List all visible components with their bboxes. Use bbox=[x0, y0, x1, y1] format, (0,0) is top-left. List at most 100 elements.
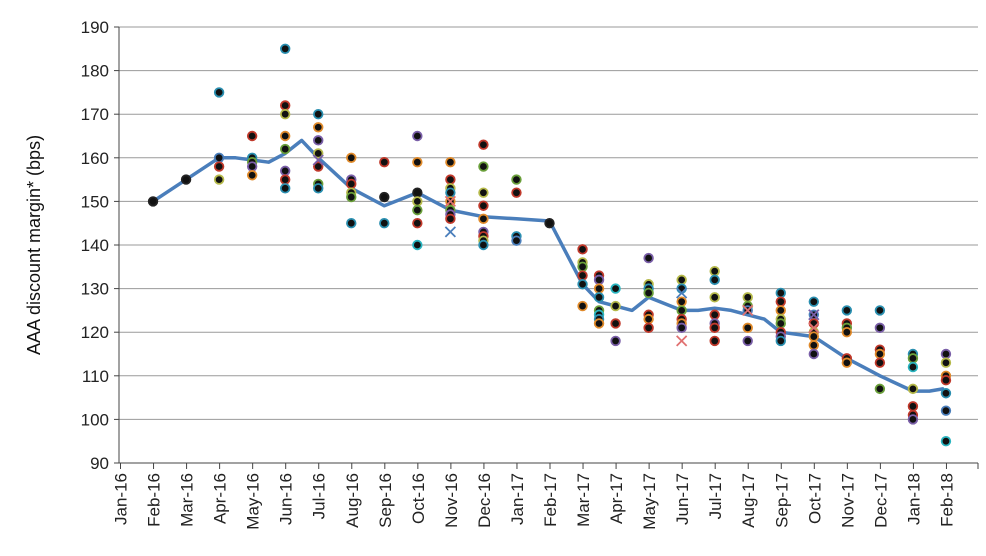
x-tick-label: May-17 bbox=[640, 473, 659, 530]
data-point bbox=[841, 305, 853, 316]
scatter-points bbox=[147, 43, 952, 447]
data-point bbox=[874, 348, 886, 360]
y-axis-title: AAA discount margin* (bps) bbox=[24, 135, 44, 355]
data-point bbox=[874, 357, 886, 368]
x-tick-label: Jul-17 bbox=[706, 473, 725, 519]
data-point bbox=[643, 313, 654, 325]
data-point bbox=[478, 187, 489, 198]
cross-stroke bbox=[676, 287, 688, 299]
average-line bbox=[151, 138, 945, 393]
data-point bbox=[775, 318, 786, 329]
x-tick-label: Nov-16 bbox=[442, 473, 461, 528]
data-point bbox=[709, 322, 720, 334]
x-tick-label: Sep-17 bbox=[772, 473, 791, 528]
x-tick-label: Jun-16 bbox=[277, 473, 296, 525]
data-point bbox=[643, 252, 654, 264]
data-point bbox=[445, 187, 456, 198]
y-tick-label: 180 bbox=[81, 62, 109, 81]
x-axis-ticks: Jan-16 Feb-16 Mar-16 Apr-16 May-16 Jun-16 Jul-… bbox=[112, 463, 979, 530]
data-point bbox=[907, 353, 919, 364]
data-point bbox=[379, 217, 390, 229]
cross-marker bbox=[444, 226, 457, 238]
data-point bbox=[610, 318, 621, 329]
data-point bbox=[610, 300, 621, 312]
data-point bbox=[279, 108, 291, 120]
data-point bbox=[593, 292, 605, 303]
data-point bbox=[577, 261, 588, 273]
data-point bbox=[593, 318, 605, 329]
data-point bbox=[808, 348, 820, 360]
data-point bbox=[577, 244, 588, 255]
y-tick-label: 90 bbox=[90, 454, 109, 473]
y-tick-label: 140 bbox=[81, 236, 109, 255]
data-point bbox=[643, 287, 654, 299]
cross-marker bbox=[444, 195, 457, 208]
cross-stroke bbox=[808, 309, 820, 321]
x-tick-label: Jan-17 bbox=[508, 473, 527, 525]
average-line-series bbox=[151, 138, 945, 393]
data-point bbox=[313, 122, 324, 133]
data-point bbox=[742, 292, 753, 303]
data-point bbox=[940, 405, 952, 416]
data-point bbox=[709, 335, 720, 347]
data-point bbox=[213, 87, 225, 98]
data-point bbox=[676, 283, 687, 294]
cross-marker bbox=[742, 304, 754, 317]
y-tick-label: 150 bbox=[81, 192, 109, 211]
data-point bbox=[808, 296, 820, 307]
data-point bbox=[577, 279, 588, 290]
cross-marker bbox=[808, 309, 820, 321]
cross-marker bbox=[808, 322, 820, 334]
x-tick-label: Jun-17 bbox=[673, 473, 692, 525]
data-point bbox=[279, 43, 291, 55]
data-point bbox=[279, 174, 291, 185]
data-point bbox=[742, 335, 753, 347]
data-point bbox=[478, 239, 489, 251]
data-point bbox=[841, 357, 853, 368]
x-tick-label: Dec-17 bbox=[871, 473, 890, 528]
data-point bbox=[775, 296, 786, 307]
data-point bbox=[577, 300, 588, 312]
y-tick-label: 120 bbox=[81, 323, 109, 342]
data-point bbox=[907, 383, 919, 395]
x-tick-label: Aug-16 bbox=[343, 473, 362, 528]
data-point bbox=[593, 274, 605, 286]
data-point bbox=[907, 361, 919, 373]
data-point bbox=[412, 239, 423, 251]
data-point bbox=[213, 152, 225, 164]
data-point bbox=[709, 265, 720, 277]
x-tick-label: Jan-18 bbox=[904, 473, 923, 525]
x-tick-label: Apr-17 bbox=[607, 473, 626, 524]
data-point bbox=[279, 165, 291, 177]
data-point bbox=[279, 183, 291, 194]
data-point bbox=[593, 283, 605, 294]
cross-marker bbox=[676, 287, 688, 299]
data-point bbox=[742, 322, 753, 334]
data-point bbox=[775, 335, 786, 347]
data-point bbox=[643, 322, 654, 334]
data-point bbox=[478, 200, 489, 211]
cross-marker bbox=[312, 154, 324, 166]
data-point bbox=[246, 161, 258, 172]
data-point bbox=[313, 148, 324, 159]
data-point bbox=[478, 213, 489, 225]
data-point bbox=[478, 139, 489, 150]
data-point bbox=[940, 436, 952, 447]
data-point bbox=[676, 322, 687, 334]
data-point bbox=[940, 357, 952, 368]
data-point bbox=[940, 374, 952, 386]
gridlines bbox=[119, 26, 978, 420]
data-point bbox=[940, 348, 952, 360]
data-point bbox=[874, 322, 886, 334]
x-tick-label: Feb-16 bbox=[145, 473, 164, 527]
data-point bbox=[279, 100, 291, 111]
data-point bbox=[610, 283, 621, 294]
data-point bbox=[412, 187, 423, 198]
data-point bbox=[511, 174, 522, 185]
cross-stroke bbox=[444, 226, 457, 238]
y-tick-label: 170 bbox=[81, 105, 109, 124]
data-point bbox=[412, 130, 423, 142]
y-tick-label: 100 bbox=[81, 410, 109, 429]
data-point bbox=[379, 156, 390, 168]
